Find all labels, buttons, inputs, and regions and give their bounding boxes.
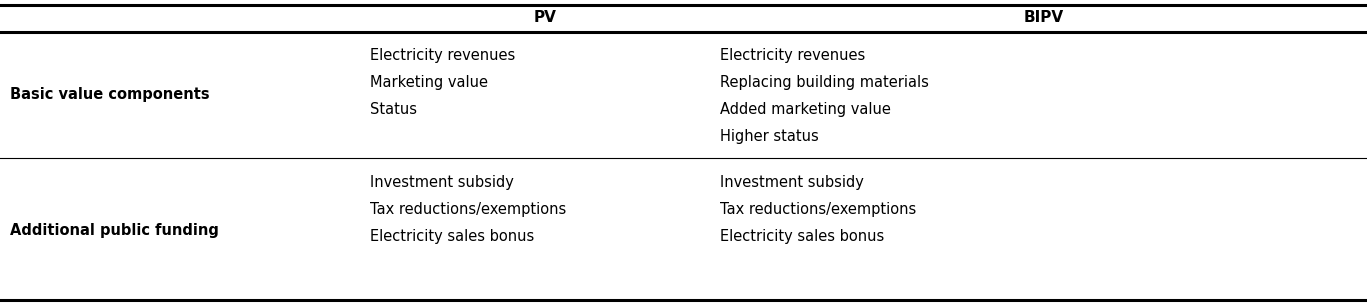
Text: Electricity revenues: Electricity revenues: [370, 48, 515, 63]
Text: Investment subsidy: Investment subsidy: [720, 175, 864, 190]
Text: Investment subsidy: Investment subsidy: [370, 175, 514, 190]
Text: Tax reductions/exemptions: Tax reductions/exemptions: [370, 202, 566, 217]
Text: Added marketing value: Added marketing value: [720, 102, 891, 117]
Text: Electricity revenues: Electricity revenues: [720, 48, 865, 63]
Text: PV: PV: [533, 10, 556, 25]
Text: Electricity sales bonus: Electricity sales bonus: [370, 229, 534, 244]
Text: Additional public funding: Additional public funding: [10, 223, 219, 238]
Text: Electricity sales bonus: Electricity sales bonus: [720, 229, 884, 244]
Text: Marketing value: Marketing value: [370, 75, 488, 90]
Text: BIPV: BIPV: [1024, 10, 1064, 25]
Text: Status: Status: [370, 102, 417, 117]
Text: Replacing building materials: Replacing building materials: [720, 75, 928, 90]
Text: Tax reductions/exemptions: Tax reductions/exemptions: [720, 202, 916, 217]
Text: Basic value components: Basic value components: [10, 87, 209, 103]
Text: Higher status: Higher status: [720, 129, 819, 144]
